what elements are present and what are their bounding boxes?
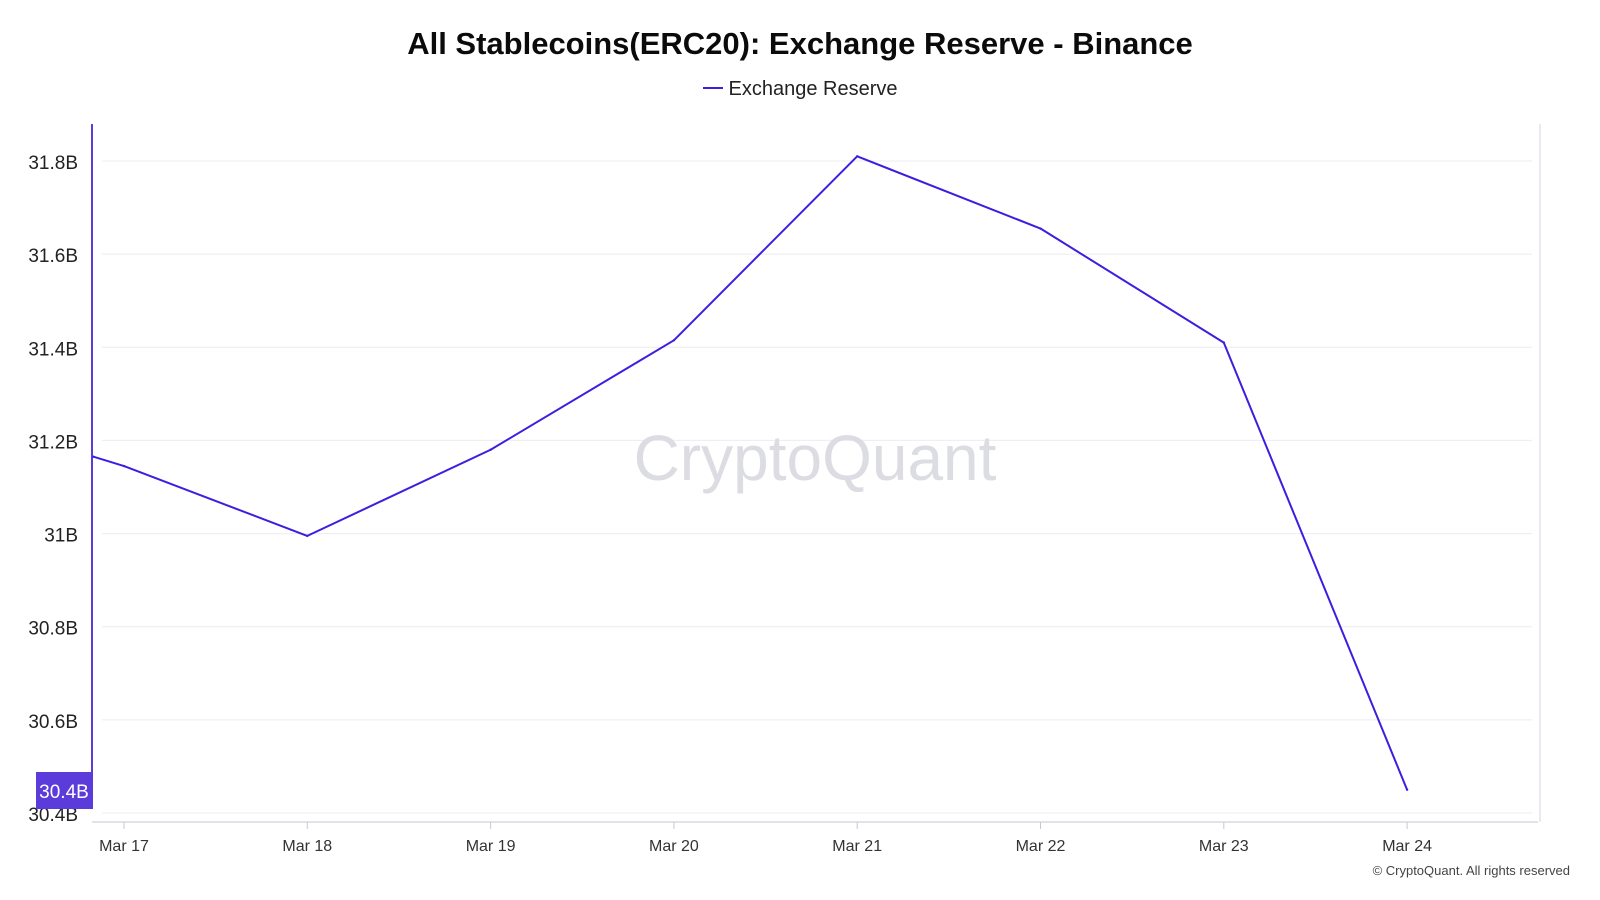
data-point [489,448,492,451]
data-point [1222,341,1226,344]
x-tick-label: Mar 19 [466,838,516,855]
chart-title: All Stablecoins(ERC20): Exchange Reserve… [407,26,1193,61]
x-tick-label: Mar 17 [99,838,149,855]
y-tick-label: 30.8B [28,619,78,640]
y-tick-label: 30.6B [28,712,78,733]
x-axis-ticks: Mar 17 Mar 18 Mar 19 Mar 20 Mar 21 Mar 22 Mar … [99,822,1432,855]
data-point [306,534,309,538]
x-tick-label: Mar 18 [282,838,332,855]
x-tick-label: Mar 24 [1382,838,1432,855]
legend-label: Exchange Reserve [728,78,898,100]
y-tick-label: 31B [44,526,78,547]
data-point [92,455,95,458]
chart-legend[interactable]: Exchange Reserve [0,78,1600,101]
grid-lines [102,160,1532,814]
x-tick-label: Mar 22 [1016,838,1066,855]
data-point [856,155,859,158]
y-tick-label: 31.8B [28,153,78,174]
data-point [122,464,126,468]
y-axis-ticks: 30.4B 30.6B 30.8B 31B 31.2B 31.4B 31.6B 31.8B [28,153,78,826]
x-tick-label: Mar 21 [832,838,882,855]
current-value-label: 30.4B [39,782,89,803]
y-tick-label: 30.4B [28,805,78,826]
y-tick-label: 31.4B [28,339,78,360]
y-tick-label: 31.2B [28,432,78,453]
legend-swatch [702,86,723,89]
x-tick-label: Mar 20 [649,838,699,855]
current-value-badge [36,772,93,809]
watermark: CryptoQuant [634,422,997,494]
axes [91,124,1541,823]
y-tick-label: 31.6B [28,246,78,267]
data-point [672,339,676,342]
copyright-text: © CryptoQuant. All rights reserved [1372,863,1570,878]
data-point [1039,227,1042,230]
x-tick-label: Mar 23 [1199,838,1249,855]
series-group [92,155,1409,791]
data-point [1405,788,1409,791]
current-value-marker: 30.4B [36,772,93,809]
